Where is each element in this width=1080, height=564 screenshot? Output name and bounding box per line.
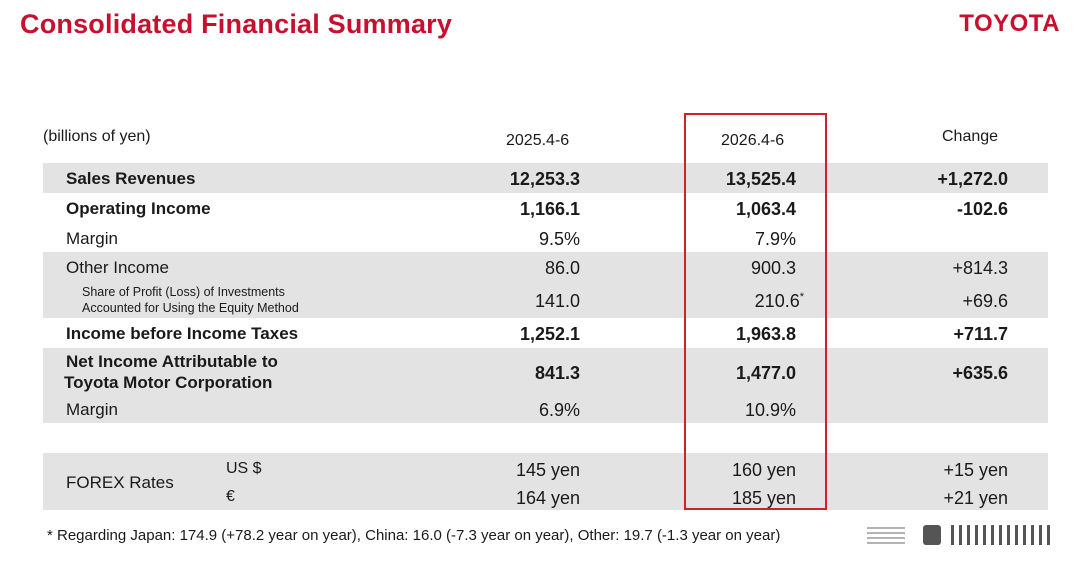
footnote-marker: * bbox=[799, 291, 804, 303]
row-label-line2: Accounted for Using the Equity Method bbox=[82, 301, 299, 315]
value-2026: 210.6* bbox=[754, 291, 804, 311]
value-2025: 141.0 bbox=[534, 291, 580, 311]
units-label: (billions of yen) bbox=[43, 128, 151, 145]
row-band-sales bbox=[43, 163, 1048, 193]
row-band-other bbox=[43, 252, 1048, 318]
row-label: Income before Income Taxes bbox=[66, 324, 299, 343]
value-2026: 900.3 bbox=[750, 258, 796, 278]
value-change: +635.6 bbox=[952, 363, 1008, 383]
value-2025: 9.5% bbox=[538, 229, 580, 249]
col-header-change: Change bbox=[942, 128, 999, 145]
row-label: Margin bbox=[66, 229, 118, 248]
page-title: Consolidated Financial Summary bbox=[20, 9, 453, 39]
value-2025: 841.3 bbox=[534, 363, 580, 383]
value-2026: 1,477.0 bbox=[735, 363, 796, 383]
row-label: Other Income bbox=[66, 258, 169, 277]
row-label-line2: Toyota Motor Corporation bbox=[64, 373, 273, 392]
value-2026: 1,963.8 bbox=[735, 324, 796, 344]
row-label: Margin bbox=[66, 400, 118, 419]
value-change: +814.3 bbox=[952, 258, 1008, 278]
currency-usd: US $ bbox=[226, 460, 262, 477]
row-label-line1: Net Income Attributable to bbox=[66, 352, 278, 371]
highlight-box bbox=[684, 113, 827, 510]
value-2025: 6.9% bbox=[538, 400, 580, 420]
value-2026: 7.9% bbox=[754, 229, 796, 249]
value-change: +15 yen bbox=[943, 460, 1008, 480]
value-2025: 86.0 bbox=[544, 258, 580, 278]
value-2025: 1,252.1 bbox=[519, 324, 580, 344]
footnote: * Regarding Japan: 174.9 (+78.2 year on … bbox=[47, 527, 781, 544]
value-2026: 13,525.4 bbox=[725, 169, 796, 189]
value-2026: 10.9% bbox=[744, 400, 796, 420]
value-2025: 12,253.3 bbox=[509, 169, 580, 189]
row-band-forex bbox=[43, 453, 1048, 510]
value-change: -102.6 bbox=[956, 199, 1008, 219]
col-header-2026: 2026.4-6 bbox=[721, 132, 785, 149]
value-change: +69.6 bbox=[962, 291, 1008, 311]
forex-label: FOREX Rates bbox=[66, 473, 174, 492]
row-label: Sales Revenues bbox=[66, 169, 196, 188]
value-change: +21 yen bbox=[943, 488, 1008, 508]
toyota-logo: TOYOTA bbox=[959, 10, 1060, 37]
value-2026: 160 yen bbox=[731, 460, 796, 480]
value-2026: 185 yen bbox=[731, 488, 796, 508]
value-2025: 164 yen bbox=[515, 488, 580, 508]
value-2026: 1,063.4 bbox=[735, 199, 796, 219]
currency-eur: € bbox=[226, 488, 235, 505]
value-2025: 1,166.1 bbox=[519, 199, 580, 219]
col-header-2025: 2025.4-6 bbox=[506, 132, 570, 149]
value-change: +1,272.0 bbox=[937, 169, 1008, 189]
watermark-logo-icon bbox=[867, 525, 1050, 545]
row-label: Operating Income bbox=[66, 199, 211, 218]
row-band-net bbox=[43, 348, 1048, 423]
value-change: +711.7 bbox=[953, 324, 1008, 344]
row-label-line1: Share of Profit (Loss) of Investments bbox=[82, 285, 285, 299]
value-2025: 145 yen bbox=[515, 460, 580, 480]
